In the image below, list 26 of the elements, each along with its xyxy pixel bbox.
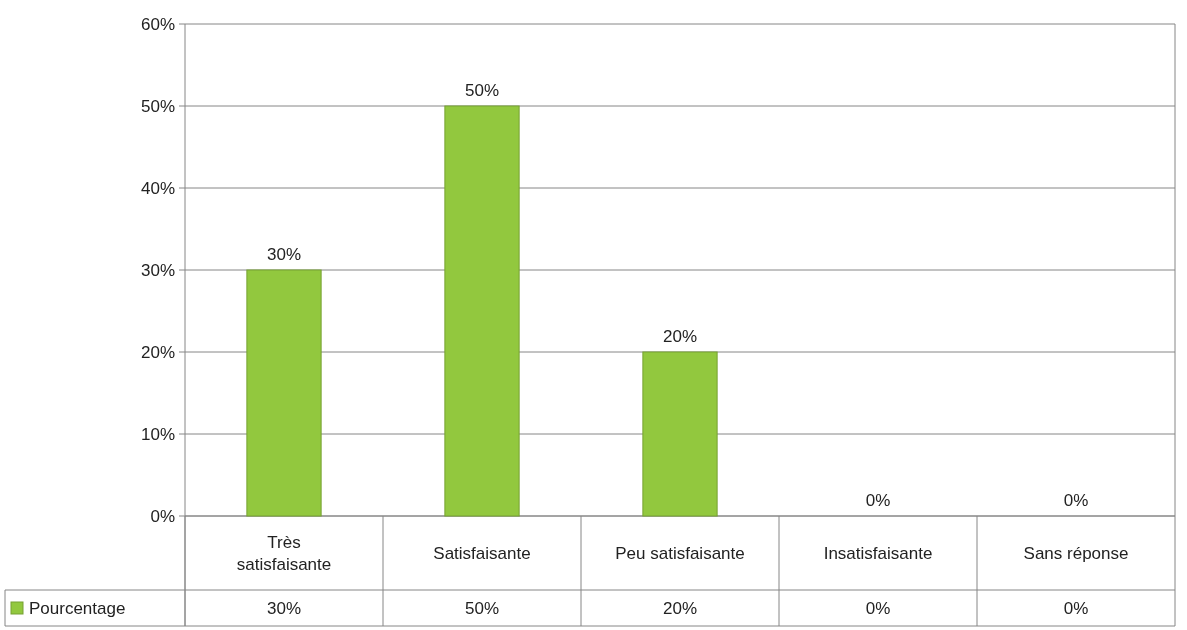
y-tick-label: 0% [150,506,175,526]
x-tick-label: Satisfaisante [433,543,531,563]
data-label: 50% [464,598,500,618]
text: 30% [266,245,302,264]
legend-label: Pourcentage [29,598,126,618]
y-tick-label: 50% [140,96,175,116]
y-tick-label: 60% [140,14,175,34]
x-tick-label: Peu satisfaisante [615,543,745,563]
text: 50% [464,81,500,100]
data-label: 20% [662,598,698,618]
data-label: 0% [865,598,891,618]
y-tick-label: 10% [140,424,175,444]
x-tick-label: Insatisfaisante [823,543,933,563]
bar [642,351,718,517]
y-tick-label: 30% [140,260,175,280]
text: 0% [1063,491,1089,510]
data-label: 0% [1063,598,1089,618]
y-tick-label: 40% [140,178,175,198]
text: 20% [662,327,698,346]
bar [246,269,322,517]
bar [444,105,520,517]
x-tick-label: Très satisfaisante [236,532,332,574]
data-label: 30% [266,598,302,618]
text: 0% [865,491,891,510]
x-tick-label: Sans réponse [1023,543,1129,563]
y-tick-label: 20% [140,342,175,362]
